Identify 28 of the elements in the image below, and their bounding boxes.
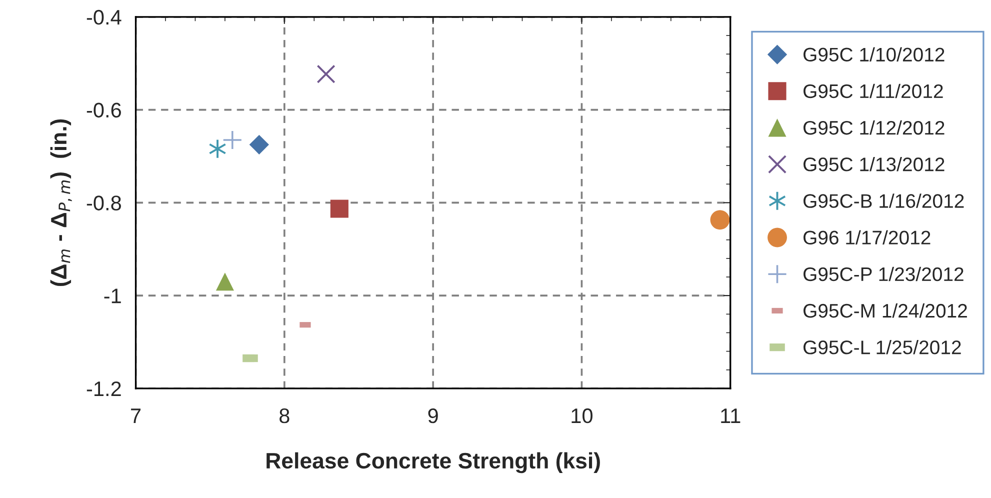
legend-label: G95C-L 1/25/2012	[804, 340, 961, 354]
x-axis-title: Release Concrete Strength (ksi)	[266, 452, 600, 474]
legend-label: G95C 1/13/2012	[804, 157, 944, 172]
legend-label: G95C-P 1/23/2012	[804, 266, 964, 282]
point	[710, 210, 730, 230]
point	[330, 200, 348, 218]
y-tick-label: -0.8	[86, 196, 121, 210]
y-tick-label: -1	[104, 288, 121, 304]
legend-label: G95C 1/11/2012	[804, 84, 943, 98]
point	[249, 134, 269, 154]
legend-label: G95C-B 1/16/2012	[804, 194, 964, 208]
x-tick-label: 10	[572, 408, 592, 424]
y-tick-label: -0.6	[86, 102, 121, 118]
x-tick-label: 7	[131, 408, 141, 423]
point	[208, 138, 226, 159]
legend-label: G95C 1/10/2012	[804, 47, 944, 62]
legend-label: G96 1/17/2012	[804, 230, 930, 245]
point	[216, 272, 234, 291]
x-tick-label: 11	[721, 408, 740, 423]
x-tick-label: 8	[280, 408, 290, 424]
point	[316, 64, 336, 84]
x-tick-label: 9	[428, 408, 438, 424]
y-axis-title: (Δ$_{m}$ - Δ$_{P,m}$) (in.)	[50, 119, 72, 286]
legend-label: G95C 1/12/2012	[804, 120, 944, 135]
point	[222, 130, 242, 150]
y-tick-label: -0.4	[86, 10, 122, 25]
y-tick-label: -1.2	[86, 381, 121, 396]
legend-label: G95C-M 1/24/2012	[804, 303, 967, 318]
